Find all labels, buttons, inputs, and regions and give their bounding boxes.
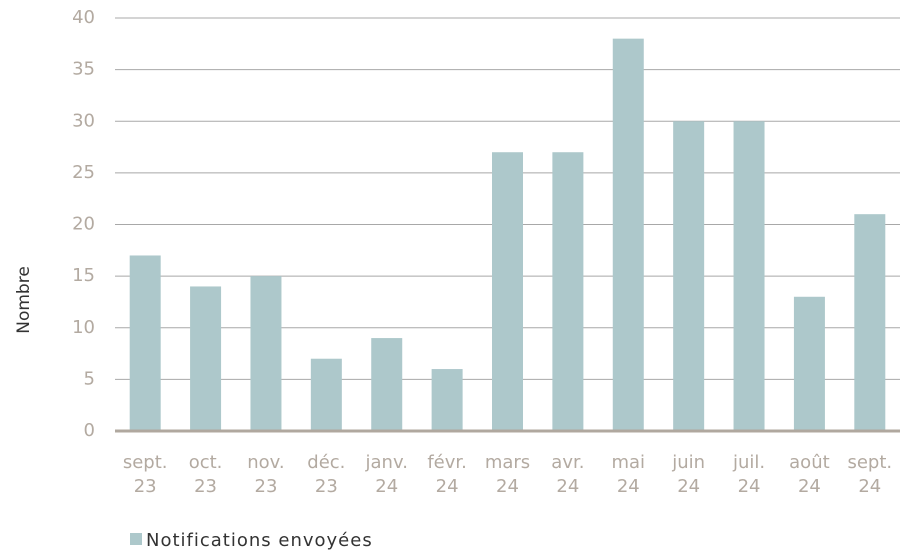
bar xyxy=(612,38,644,432)
x-tick-label: oct. 23 xyxy=(189,452,223,497)
y-tick-label: 35 xyxy=(72,59,95,80)
legend-swatch xyxy=(130,533,142,545)
bar xyxy=(371,338,403,431)
x-tick-label: sept. 24 xyxy=(847,452,892,497)
y-tick-label: 40 xyxy=(72,7,95,28)
bar xyxy=(492,152,523,431)
y-tick-label: 15 xyxy=(72,265,95,286)
bar xyxy=(854,214,886,431)
y-tick-label: 0 xyxy=(84,420,95,441)
x-tick-label: sept. 23 xyxy=(123,452,168,497)
bar xyxy=(190,286,222,431)
bar xyxy=(552,152,584,431)
y-tick-label: 30 xyxy=(72,110,95,131)
x-tick-label: juil. 24 xyxy=(732,452,765,497)
x-tick-label: mai 24 xyxy=(611,452,645,497)
y-axis-title: Nombre xyxy=(14,266,34,334)
x-tick-label: mars 24 xyxy=(485,452,530,497)
y-tick-label: 20 xyxy=(72,214,95,235)
x-tick-label: août 24 xyxy=(789,452,830,497)
x-tick-label: févr. 24 xyxy=(427,452,467,497)
bar xyxy=(250,276,282,431)
legend: Notifications envoyées xyxy=(146,530,373,551)
bar xyxy=(310,358,342,431)
x-tick-label: déc. 23 xyxy=(307,452,345,497)
bar xyxy=(733,121,765,431)
y-tick-label: 10 xyxy=(72,317,95,338)
x-tick-label: avr. 24 xyxy=(551,452,584,497)
bar xyxy=(673,121,705,431)
bar xyxy=(431,369,463,431)
y-tick-label: 25 xyxy=(72,162,95,183)
x-tick-label: janv. 24 xyxy=(365,452,408,497)
x-tick-label: juin 24 xyxy=(671,452,705,497)
bar xyxy=(129,255,161,431)
bar xyxy=(793,296,825,431)
x-tick-label: nov. 23 xyxy=(247,452,284,497)
y-tick-label: 5 xyxy=(84,368,95,389)
